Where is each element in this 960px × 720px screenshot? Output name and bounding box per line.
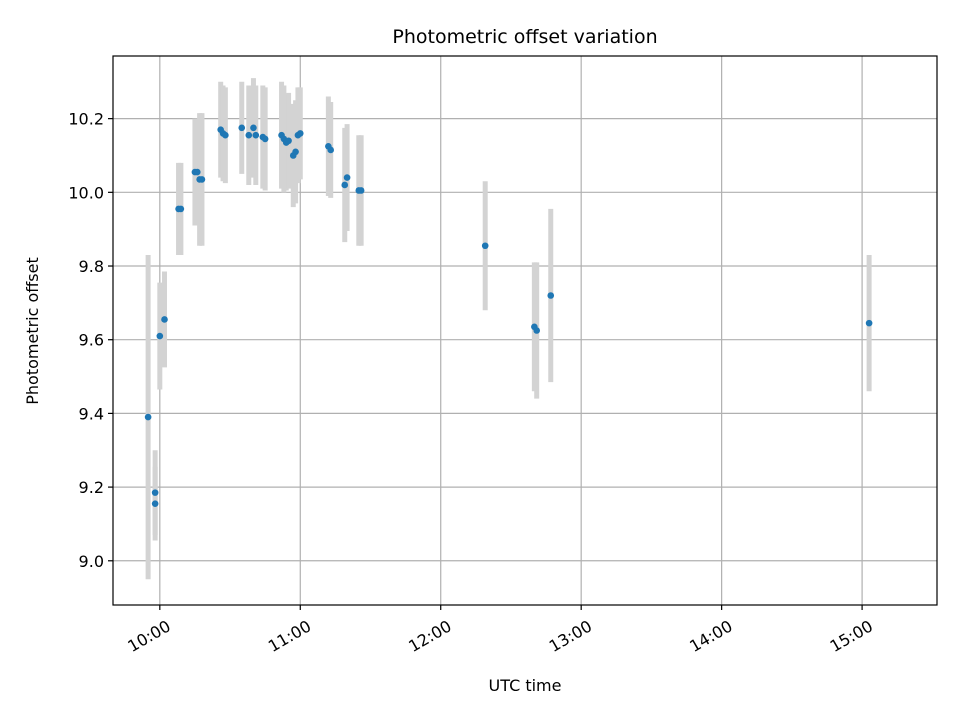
chart-title: Photometric offset variation — [392, 26, 657, 48]
y-axis: 9.0 9.2 9.4 9.6 9.8 10.0 10.2 — [68, 110, 113, 571]
data-point — [343, 174, 351, 181]
y-tick-label: 10.0 — [68, 183, 104, 202]
data-point — [238, 124, 246, 132]
data-point — [865, 319, 873, 327]
y-tick-label: 9.8 — [79, 257, 104, 276]
data-point — [252, 131, 260, 139]
y-tick-label: 9.4 — [79, 404, 104, 423]
y-tick-label: 10.2 — [68, 110, 104, 129]
data-point — [151, 500, 159, 507]
data-point — [156, 332, 164, 340]
data-point — [296, 130, 304, 137]
data-points — [144, 124, 873, 507]
data-point — [177, 205, 185, 213]
data-point — [357, 187, 365, 194]
data-point — [198, 176, 206, 183]
data-point — [261, 135, 269, 143]
data-point — [327, 146, 335, 154]
data-point — [292, 148, 299, 156]
data-point — [341, 181, 349, 189]
data-point — [547, 292, 555, 299]
data-point — [533, 327, 541, 334]
y-axis-label: Photometric offset — [23, 257, 42, 405]
data-point — [285, 137, 292, 145]
plot-frame — [112, 55, 938, 606]
data-point — [245, 131, 253, 139]
data-point — [250, 124, 257, 132]
y-tick-label: 9.0 — [79, 552, 104, 571]
grid — [113, 56, 937, 605]
data-point — [151, 489, 159, 496]
y-tick-label: 9.2 — [79, 478, 104, 497]
data-point — [193, 168, 201, 176]
data-point — [481, 242, 489, 250]
data-point — [222, 131, 229, 139]
x-axis-label: UTC time — [489, 676, 562, 695]
data-point — [144, 413, 152, 421]
y-tick-label: 9.6 — [79, 331, 104, 350]
data-point — [161, 316, 168, 323]
